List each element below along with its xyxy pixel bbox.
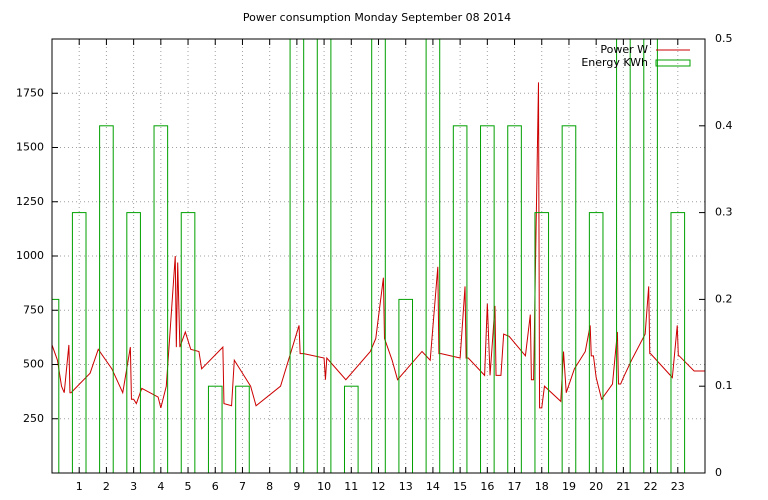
energy-bar: [207, 385, 223, 473]
x-tick-label: 19: [562, 480, 576, 493]
energy-bar: [235, 385, 250, 473]
x-tick-label: 23: [671, 480, 685, 493]
y-tick-label: 1750: [16, 86, 44, 99]
energy-bar: [398, 298, 414, 473]
y-tick-label: 250: [23, 412, 44, 425]
x-tick-label: 12: [372, 480, 386, 493]
x-tick-label: 16: [480, 480, 494, 493]
energy-bar: [425, 39, 441, 473]
y-tick-label: 1250: [16, 195, 44, 208]
plot-area: [52, 39, 705, 473]
energy-bar: [507, 125, 522, 473]
energy-bar: [561, 125, 577, 473]
x-tick-label: 21: [616, 480, 630, 493]
energy-bar: [99, 125, 114, 473]
energy-bar: [452, 125, 468, 473]
energy-bar: [126, 212, 141, 473]
x-tick-label: 13: [399, 480, 413, 493]
y2-tick-label: 0.2: [715, 292, 733, 305]
x-tick-label: 15: [453, 480, 467, 493]
power-line: [52, 82, 705, 409]
x-tick-label: 3: [130, 480, 137, 493]
energy-bar: [588, 212, 604, 473]
x-tick-label: 20: [589, 480, 603, 493]
y2-tick-label: 0.5: [715, 32, 733, 45]
energy-bar: [371, 39, 386, 473]
energy-bar: [289, 39, 305, 473]
grid: [52, 39, 705, 473]
energy-bar: [71, 212, 87, 473]
x-tick-label: 17: [508, 480, 522, 493]
legend-label: Power W: [600, 43, 648, 56]
y-tick-label: 1500: [16, 141, 44, 154]
x-tick-label: 8: [266, 480, 273, 493]
x-tick-label: 1: [76, 480, 83, 493]
y-tick-label: 1000: [16, 249, 44, 262]
y-tick-label: 750: [23, 303, 44, 316]
x-tick-label: 2: [103, 480, 110, 493]
energy-bar: [343, 385, 359, 473]
x-tick-label: 11: [344, 480, 358, 493]
x-tick-label: 9: [293, 480, 300, 493]
x-tick-label: 18: [535, 480, 549, 493]
x-tick-label: 6: [212, 480, 219, 493]
energy-bar: [534, 212, 550, 473]
energy-bar: [643, 39, 658, 473]
y2-tick-label: 0.4: [715, 119, 733, 132]
y-tick-label: 500: [23, 358, 44, 371]
energy-bar: [180, 212, 196, 473]
energy-bar: [153, 125, 169, 473]
chart-title: Power consumption Monday September 08 20…: [243, 11, 511, 24]
x-tick-label: 7: [239, 480, 246, 493]
legend-label: Energy KWh: [581, 56, 648, 69]
x-tick-label: 14: [426, 480, 440, 493]
y2-tick-label: 0: [715, 466, 722, 479]
energy-bar: [616, 39, 631, 473]
energy-bar: [670, 212, 686, 473]
x-tick-label: 4: [157, 480, 164, 493]
y2-tick-label: 0.1: [715, 379, 733, 392]
y2-tick-label: 0.3: [715, 206, 733, 219]
energy-bar: [480, 125, 495, 473]
energy-bar: [316, 39, 332, 473]
x-tick-label: 22: [644, 480, 658, 493]
legend-swatch: [655, 59, 691, 67]
x-tick-label: 10: [317, 480, 331, 493]
x-tick-label: 5: [185, 480, 192, 493]
